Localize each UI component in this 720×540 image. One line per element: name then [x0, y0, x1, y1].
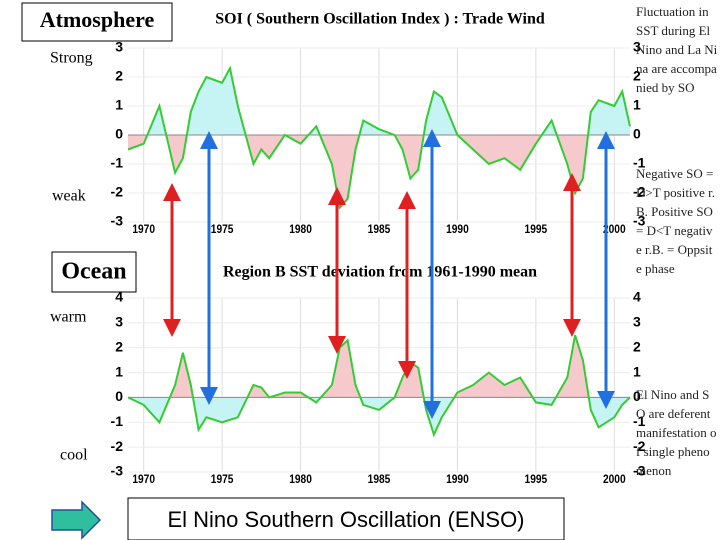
- y-tick-label: -3: [111, 213, 124, 229]
- y-tick-label: 3: [115, 39, 123, 55]
- y-tick-label: 0: [633, 126, 641, 142]
- y-tick-label: 1: [633, 363, 641, 379]
- y-tick-label: 3: [633, 314, 641, 330]
- atmosphere-label: Atmosphere: [40, 7, 155, 32]
- y-tick-label: -3: [633, 213, 646, 229]
- x-tick-label: 1995: [525, 473, 548, 486]
- y-tick-label: 1: [115, 97, 123, 113]
- x-tick-label: 1970: [132, 473, 155, 486]
- y-tick-label: 2: [633, 338, 641, 354]
- x-tick-label: 1980: [289, 473, 312, 486]
- x-tick-label: 1985: [368, 223, 391, 236]
- y-tick-label: 3: [115, 314, 123, 330]
- x-tick-label: 1980: [289, 223, 312, 236]
- weak-label: weak: [52, 188, 86, 205]
- green-arrow: [51, 500, 102, 540]
- chart-title: Region B SST deviation from 1961-1990 me…: [223, 264, 537, 281]
- y-tick-label: 0: [115, 388, 123, 404]
- y-tick-label: 3: [633, 39, 641, 55]
- x-tick-label: 1990: [446, 473, 469, 486]
- x-tick-label: 1975: [211, 473, 234, 486]
- cool-label: cool: [60, 447, 88, 464]
- note: Negative SO = D>T positive r.B. Positive…: [636, 166, 715, 276]
- y-tick-label: -2: [111, 184, 124, 200]
- area-below: [128, 135, 630, 208]
- x-tick-label: 1985: [368, 473, 391, 486]
- y-tick-label: -2: [633, 438, 646, 454]
- x-tick-label: 1970: [132, 223, 155, 236]
- y-tick-label: -3: [633, 463, 646, 479]
- note: El Nino and SO are deferent manifestatio…: [636, 387, 717, 478]
- x-tick-label: 1995: [525, 223, 548, 236]
- ocean-box: [51, 251, 137, 293]
- y-tick-label: 1: [115, 363, 123, 379]
- enso-label: El Nino Southern Oscillation (ENSO): [167, 507, 524, 532]
- charts: SOI ( Southern Oscillation Index ) : Tra…: [111, 11, 646, 487]
- area-above: [128, 68, 630, 135]
- y-tick-label: -2: [111, 438, 124, 454]
- y-tick-label: -1: [111, 413, 124, 429]
- y-tick-label: -3: [111, 463, 124, 479]
- y-tick-label: 0: [115, 126, 123, 142]
- y-tick-label: 0: [633, 388, 641, 404]
- area-below: [128, 397, 630, 435]
- series-line: [127, 334, 631, 438]
- atmosphere-box: [21, 2, 173, 42]
- y-tick-label: 4: [633, 289, 641, 305]
- x-tick-label: 1975: [211, 223, 234, 236]
- strong-label: Strong: [50, 50, 93, 67]
- enso-box: [127, 497, 565, 540]
- area-above: [128, 335, 630, 398]
- y-tick-label: -2: [633, 184, 646, 200]
- y-tick-label: -1: [633, 155, 646, 171]
- ocean-label: Ocean: [61, 259, 126, 285]
- y-tick-label: 4: [115, 289, 123, 305]
- y-tick-label: -1: [633, 413, 646, 429]
- y-tick-label: 2: [115, 338, 123, 354]
- note: Fluctuation in SST during ElNino and La …: [636, 4, 718, 95]
- x-tick-label: 2000: [603, 473, 626, 486]
- y-tick-label: 2: [633, 68, 641, 84]
- y-tick-label: -1: [111, 155, 124, 171]
- series-line: [127, 65, 631, 210]
- y-tick-label: 2: [115, 68, 123, 84]
- x-tick-label: 1990: [446, 223, 469, 236]
- chart-title: SOI ( Southern Oscillation Index ) : Tra…: [215, 11, 545, 28]
- y-tick-label: 1: [633, 97, 641, 113]
- arrows: [163, 129, 615, 419]
- warm-label: warm: [50, 309, 87, 326]
